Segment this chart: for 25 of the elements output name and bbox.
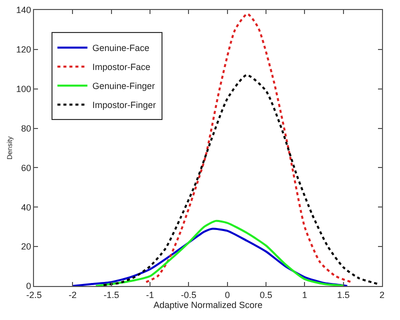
x-tick-label: 0 bbox=[224, 290, 230, 300]
y-tick-label: 80 bbox=[21, 123, 32, 134]
line-series bbox=[94, 220, 344, 286]
y-tick-label: 20 bbox=[21, 242, 32, 252]
y-tick-label: 100 bbox=[16, 84, 32, 94]
x-tick-label: -1 bbox=[146, 290, 154, 300]
line-series bbox=[72, 228, 348, 286]
legend-label: Genuine-Finger bbox=[92, 81, 155, 92]
legend-label: Impostor-Face bbox=[92, 62, 150, 72]
y-tick-label: 120 bbox=[16, 44, 32, 55]
y-tick-label: 40 bbox=[21, 202, 32, 212]
legend-label: Impostor-Finger bbox=[92, 100, 156, 110]
x-tick-label: -1.5 bbox=[104, 290, 120, 300]
x-axis-title: Adaptive Normalized Score bbox=[153, 300, 263, 310]
x-tick-label: 1 bbox=[302, 290, 308, 300]
x-tick-label: 0.5 bbox=[260, 290, 272, 300]
y-tick-label: 0 bbox=[26, 281, 32, 292]
legend-label: Genuine-Face bbox=[92, 43, 150, 54]
y-tick-label: 140 bbox=[16, 5, 32, 16]
x-tick-label: -0.5 bbox=[180, 290, 196, 300]
x-tick-label: 1.5 bbox=[337, 290, 350, 300]
x-tick-label: -2 bbox=[68, 290, 77, 300]
y-tick-label: 60 bbox=[21, 162, 32, 173]
x-tick-label: -2.5 bbox=[26, 290, 42, 300]
x-tick-label: 2 bbox=[379, 290, 385, 300]
